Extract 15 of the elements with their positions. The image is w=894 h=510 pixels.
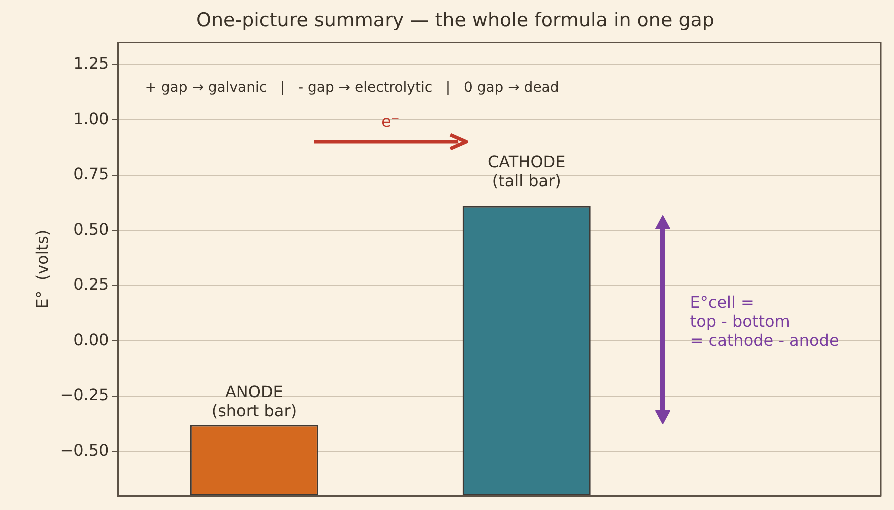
- y-tick-label: 0.50: [74, 220, 110, 239]
- y-tick-label: −0.25: [60, 386, 110, 405]
- annotation: ANODE (short bar): [212, 382, 298, 420]
- y-tick-label: 0.75: [74, 164, 110, 184]
- y-tick-label: 1.00: [74, 109, 110, 128]
- y-tick-label: 0.25: [74, 275, 110, 294]
- y-axis-title: E° (volts): [32, 230, 52, 309]
- annotation: CATHODE (tall bar): [488, 152, 566, 190]
- y-tick-label: −0.50: [60, 440, 110, 460]
- y-tick-label: 0.00: [74, 330, 110, 350]
- annotation: + gap → galvanic | - gap → electrolytic | 0 gap → dead: [145, 80, 560, 96]
- y-tick-label: 1.25: [74, 54, 110, 74]
- annotation: E°cell = top - bottom = cathode - anode: [690, 293, 840, 350]
- annotation: e⁻: [382, 112, 400, 131]
- chart-title: One-picture summary — the whole formula in one gap: [196, 9, 714, 32]
